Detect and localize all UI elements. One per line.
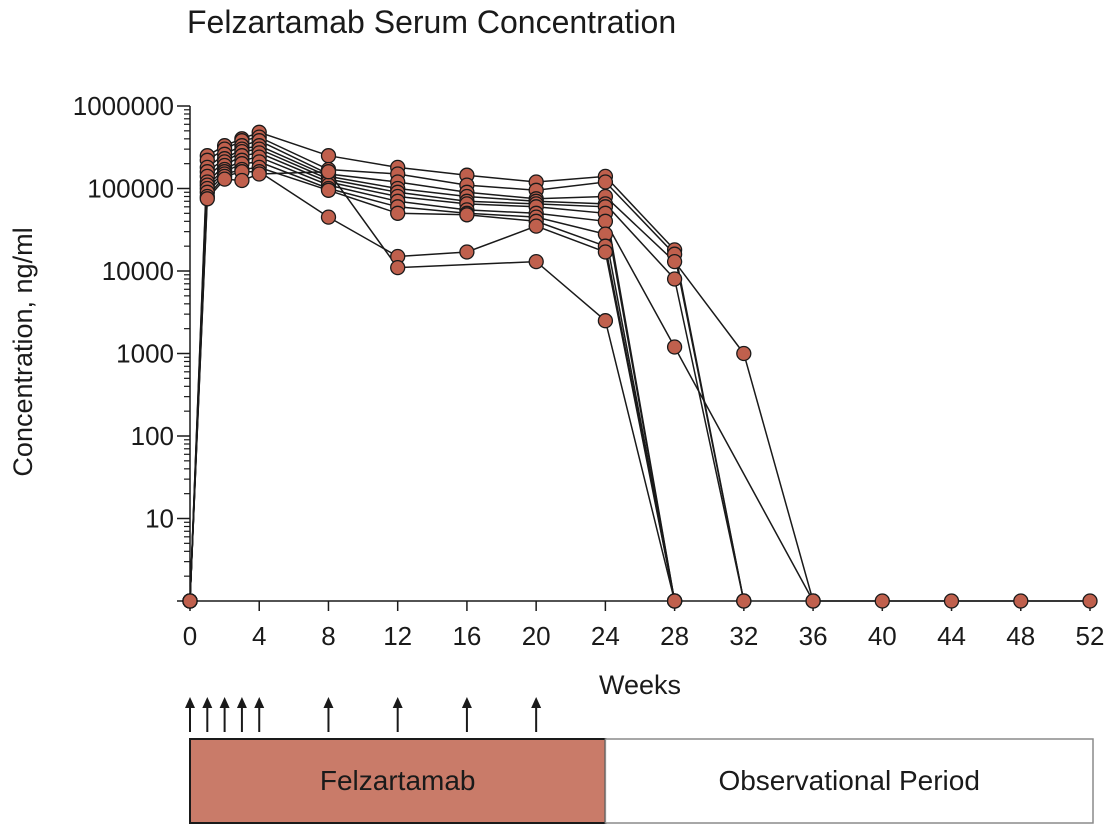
dose-arrow-head	[219, 697, 230, 708]
data-point	[597, 244, 614, 260]
period-observational-period-label: Observational Period	[718, 765, 979, 796]
dose-arrow	[461, 697, 472, 732]
dose-arrow	[219, 697, 230, 732]
dose-arrow	[185, 697, 195, 732]
period-bar: Felzartamab Observational Period	[189, 738, 1094, 824]
x-tick-label: 32	[729, 621, 758, 651]
period-felzartamab-box	[189, 738, 607, 824]
y-tick-label: 100000	[87, 174, 174, 204]
data-point	[320, 164, 337, 180]
data-point	[390, 259, 406, 276]
x-axis-label: Weeks	[599, 670, 681, 700]
y-tick-label: 1000	[116, 339, 174, 369]
series-line-11	[189, 170, 676, 602]
dose-arrow-head	[254, 697, 265, 708]
x-tick-label: 48	[1006, 621, 1035, 651]
x-tick-label: 24	[591, 621, 620, 651]
dose-arrow	[202, 697, 213, 732]
dose-arrow	[531, 697, 542, 732]
dose-arrow-head	[323, 697, 334, 708]
data-point	[874, 593, 890, 609]
dose-arrow	[254, 697, 265, 732]
series-line-7	[189, 156, 814, 602]
data-point	[390, 205, 406, 221]
chart-title: Felzartamab Serum Concentration	[187, 4, 676, 40]
dose-arrow-head	[185, 697, 195, 708]
data-point	[182, 593, 198, 609]
dose-arrow-head	[531, 697, 542, 708]
period-observational-period-box	[604, 738, 1094, 824]
data-point	[528, 253, 544, 270]
x-tick-label: 44	[937, 621, 966, 651]
y-axis-label: Concentration, ng/ml	[8, 227, 38, 476]
dose-arrow-head	[202, 697, 213, 708]
x-tick-label: 4	[252, 621, 266, 651]
data-point	[320, 182, 337, 198]
data-point	[234, 172, 250, 189]
series-lines	[189, 131, 1090, 602]
data-point	[1013, 593, 1029, 609]
y-axis: 10 100 1000 10000 100000 1000000	[73, 91, 191, 602]
x-tick-label: 52	[1076, 621, 1105, 651]
dose-arrow-head	[461, 697, 472, 708]
data-point	[597, 174, 614, 190]
data-point	[666, 593, 683, 609]
dose-arrow-head	[236, 697, 247, 708]
y-tick-label: 1000000	[73, 91, 174, 121]
data-point	[736, 593, 752, 609]
series-line-3	[189, 139, 814, 602]
y-tick-label: 10	[145, 504, 174, 534]
data-point	[459, 207, 475, 223]
data-point	[805, 593, 821, 609]
period-felzartamab-label: Felzartamab	[320, 765, 476, 796]
x-tick-label: 0	[183, 621, 197, 651]
y-tick-label: 100	[131, 421, 174, 451]
dose-arrow	[323, 697, 334, 732]
dose-arrows	[185, 697, 542, 732]
y-tick-label: 10000	[102, 256, 174, 286]
x-tick-label: 20	[522, 621, 551, 651]
x-tick-label: 12	[383, 621, 412, 651]
data-point	[459, 244, 475, 260]
x-tick-label: 8	[321, 621, 335, 651]
data-point	[1082, 593, 1098, 609]
x-axis: 0 4 8 12 16 20 24 28 32 36 40 44 48 52	[183, 600, 1105, 651]
x-tick-label: 28	[660, 621, 689, 651]
data-point	[666, 253, 683, 270]
data-point	[943, 593, 960, 609]
dose-arrow	[236, 697, 247, 732]
x-tick-label: 16	[452, 621, 481, 651]
data-point	[597, 313, 614, 329]
x-tick-label: 36	[799, 621, 828, 651]
data-point	[528, 218, 544, 234]
data-point	[251, 166, 267, 182]
data-point	[736, 345, 752, 362]
data-point	[199, 191, 215, 207]
data-point	[597, 213, 614, 229]
series-markers	[182, 124, 1098, 609]
dose-arrow	[392, 697, 403, 732]
dose-arrow-head	[392, 697, 403, 708]
data-point	[666, 339, 683, 355]
data-point	[216, 171, 233, 187]
x-tick-label: 40	[868, 621, 897, 651]
data-point	[666, 271, 683, 287]
data-point	[320, 148, 337, 164]
data-point	[320, 209, 337, 225]
